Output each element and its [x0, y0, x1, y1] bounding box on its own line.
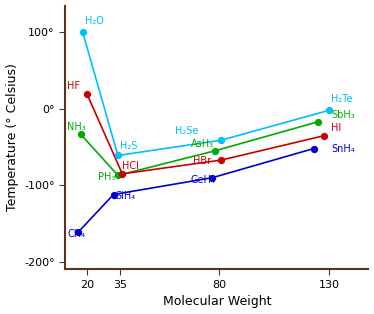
Point [218, 138, 224, 143]
Point [310, 146, 316, 151]
Text: HI: HI [331, 122, 341, 133]
Text: SnH₄: SnH₄ [331, 144, 355, 154]
Text: HCl: HCl [122, 161, 139, 171]
Point [84, 92, 90, 97]
Point [115, 153, 121, 158]
Point [315, 119, 321, 124]
Y-axis label: Temperature (° Celsius): Temperature (° Celsius) [6, 63, 19, 211]
Text: SbH₃: SbH₃ [331, 110, 355, 120]
Point [77, 132, 83, 137]
Point [75, 230, 81, 235]
X-axis label: Molecular Weight: Molecular Weight [163, 295, 271, 308]
Point [110, 192, 116, 197]
Text: H₂Te: H₂Te [331, 94, 353, 104]
Point [115, 173, 121, 178]
Text: H₂Se: H₂Se [175, 126, 199, 136]
Text: CH₄: CH₄ [67, 229, 85, 239]
Point [326, 108, 332, 113]
Text: AsH₃: AsH₃ [190, 138, 214, 149]
Text: H₂O: H₂O [85, 16, 104, 26]
Text: H₂S: H₂S [120, 141, 138, 151]
Text: NH₃: NH₃ [67, 122, 86, 132]
Text: PH₃: PH₃ [98, 172, 116, 182]
Point [218, 158, 224, 163]
Text: GeH₄: GeH₄ [190, 175, 215, 185]
Point [209, 175, 215, 180]
Text: SiH₄: SiH₄ [116, 192, 136, 201]
Text: HBr: HBr [193, 156, 211, 166]
Point [119, 171, 125, 176]
Text: HF: HF [67, 81, 80, 91]
Point [212, 149, 218, 154]
Point [80, 30, 86, 35]
Point [322, 133, 328, 138]
